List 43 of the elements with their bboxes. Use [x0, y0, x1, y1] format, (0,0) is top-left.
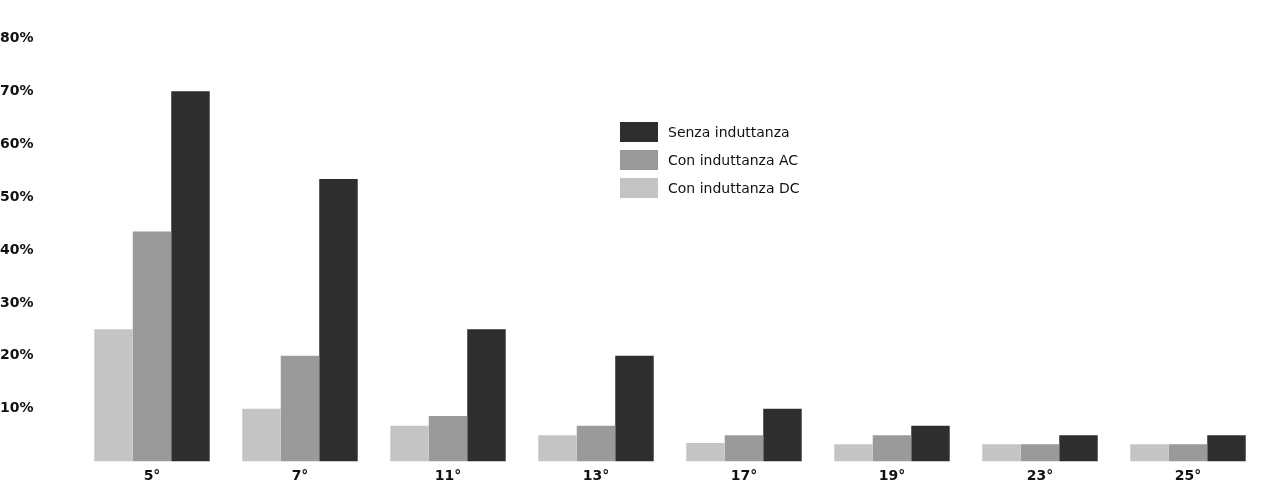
- x-tick-label: 19°: [878, 466, 906, 483]
- y-tick-label: 40%: [0, 240, 34, 257]
- legend-label: Senza induttanza: [668, 124, 790, 140]
- x-tick-label: 11°: [434, 466, 462, 483]
- bar: [911, 425, 950, 462]
- bar: [538, 435, 577, 462]
- bar: [171, 91, 210, 462]
- bar: [1020, 444, 1060, 462]
- bar: [834, 444, 873, 462]
- y-tick-label: 80%: [0, 29, 34, 46]
- legend-label: Con induttanza AC: [668, 152, 799, 168]
- bar: [390, 425, 429, 462]
- x-tick-label: 25°: [1174, 466, 1202, 483]
- y-tick-label: 60%: [0, 134, 34, 151]
- y-tick-label: 50%: [0, 187, 34, 204]
- bar: [1207, 435, 1246, 462]
- bar: [872, 435, 912, 462]
- bar: [724, 435, 764, 462]
- bar: [428, 416, 468, 462]
- bar: [615, 355, 654, 462]
- bar: [1168, 444, 1208, 462]
- x-tick-label: 5°: [143, 466, 161, 483]
- y-tick-label: 30%: [0, 293, 34, 310]
- y-tick-label: 10%: [0, 399, 34, 416]
- bar: [242, 408, 281, 462]
- bar: [686, 443, 725, 462]
- bar: [982, 444, 1021, 462]
- legend-label: Con induttanza DC: [668, 180, 800, 196]
- bar: [132, 231, 172, 462]
- bar: [1059, 435, 1098, 462]
- bar: [94, 329, 133, 462]
- x-tick-label: 7°: [291, 466, 309, 483]
- bar: [467, 329, 506, 462]
- bar: [763, 408, 802, 462]
- x-tick-label: 17°: [730, 466, 758, 483]
- x-tick-label: 23°: [1026, 466, 1054, 483]
- x-tick-label: 13°: [582, 466, 610, 483]
- bar: [280, 355, 320, 462]
- bar: [319, 179, 358, 462]
- bar: [576, 425, 616, 462]
- y-tick-label: 20%: [0, 346, 34, 363]
- y-tick-label: 70%: [0, 81, 34, 98]
- bar: [1130, 444, 1169, 462]
